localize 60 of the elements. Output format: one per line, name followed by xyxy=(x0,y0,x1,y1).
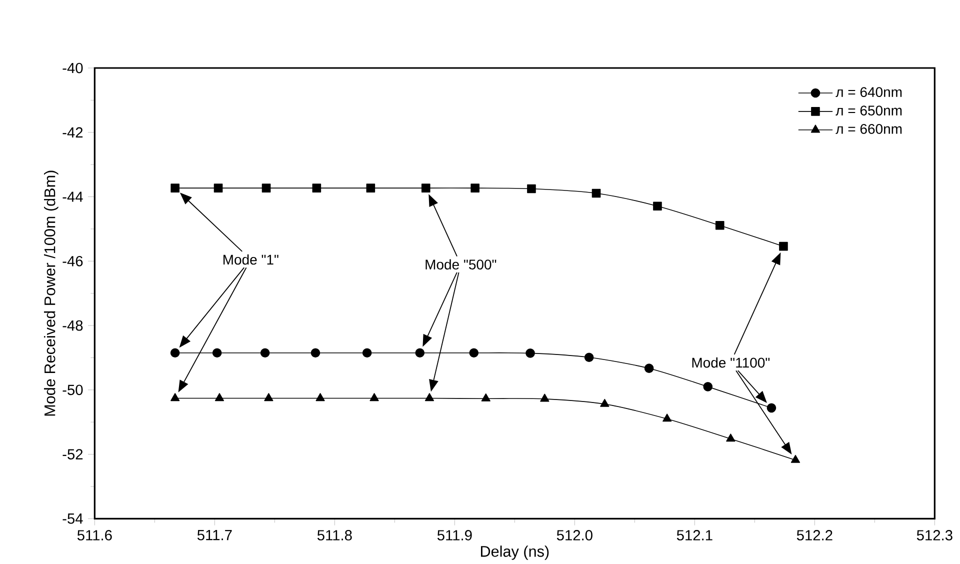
y-tick-label: -44 xyxy=(62,192,83,202)
x-tick-label: 511.6 xyxy=(77,530,112,540)
point xyxy=(366,184,376,192)
y-tick-label: -48 xyxy=(62,320,83,331)
point xyxy=(526,348,535,358)
point xyxy=(214,392,224,401)
point xyxy=(312,184,322,192)
point xyxy=(262,184,271,192)
point xyxy=(527,184,536,193)
x-tick-label: 512.1 xyxy=(676,530,712,540)
point xyxy=(653,202,662,210)
x-tick-label: 511.9 xyxy=(437,530,472,540)
point xyxy=(470,184,480,192)
legend-label: л = 650nm xyxy=(836,105,902,116)
x-tick-label: 512.2 xyxy=(796,530,832,540)
point xyxy=(644,364,654,373)
x-tick-label: 511.8 xyxy=(317,530,352,540)
point xyxy=(264,392,274,401)
annotation: Mode "1" xyxy=(224,254,278,265)
point xyxy=(600,398,610,407)
point xyxy=(790,454,800,463)
x-axis-title: Delay (ns) xyxy=(480,545,549,560)
point xyxy=(370,392,379,401)
annotation: Mode "500" xyxy=(426,259,496,270)
y-tick-label: -46 xyxy=(62,256,83,266)
y-tick-label: -40 xyxy=(62,62,83,74)
point xyxy=(170,348,180,358)
point xyxy=(170,184,180,192)
point xyxy=(469,348,479,358)
point xyxy=(260,348,270,358)
point xyxy=(424,392,434,401)
point xyxy=(421,184,430,192)
y-tick-label: -42 xyxy=(62,127,83,138)
point xyxy=(481,393,490,402)
point xyxy=(316,392,325,401)
x-tick-label: 512.0 xyxy=(556,530,592,540)
point xyxy=(212,348,222,358)
legend-label: л = 640nm xyxy=(836,86,902,97)
x-tick-label: 512.3 xyxy=(916,530,952,540)
point xyxy=(310,348,320,358)
point xyxy=(592,188,601,198)
y-tick-label: -54 xyxy=(62,513,83,524)
point xyxy=(415,348,425,358)
point xyxy=(703,382,713,392)
point xyxy=(779,242,788,251)
y-tick-label: -52 xyxy=(62,448,83,460)
annotation: Mode "1100" xyxy=(692,357,770,368)
point xyxy=(584,352,594,362)
y-axis-title: Mode Received Power /100m (dBm) xyxy=(44,170,58,416)
legend-label: л = 660nm xyxy=(836,124,902,134)
x-tick-label: 511.7 xyxy=(197,530,232,540)
point xyxy=(214,184,223,192)
point xyxy=(362,348,372,358)
point xyxy=(540,394,550,402)
point xyxy=(662,414,672,422)
y-tick-label: -50 xyxy=(62,384,83,395)
point xyxy=(766,403,776,412)
point xyxy=(170,392,180,401)
point xyxy=(726,433,736,442)
point xyxy=(715,220,724,230)
